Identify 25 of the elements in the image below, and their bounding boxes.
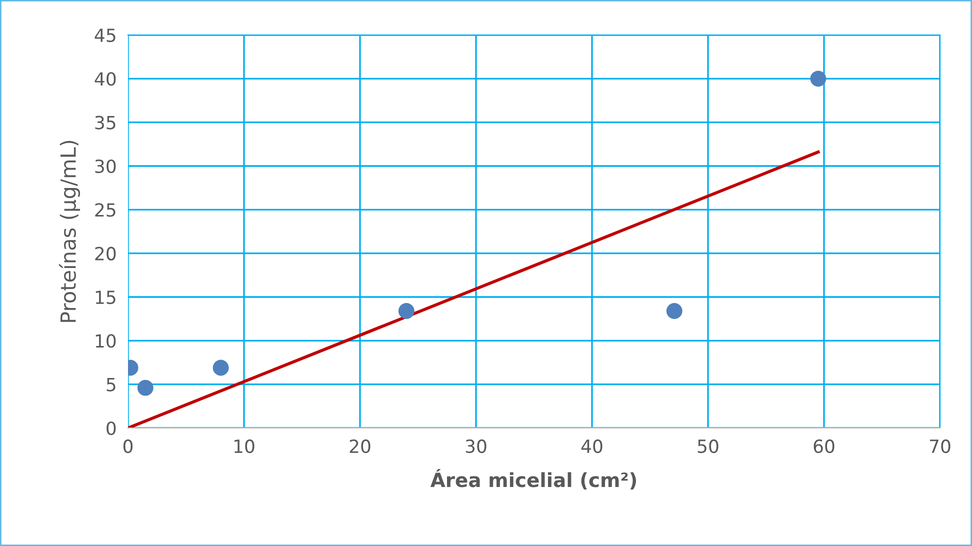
- y-tick-label: 15: [96, 290, 116, 304]
- x-tick-label: 60: [814, 439, 834, 454]
- y-tick-label: 45: [94, 28, 116, 42]
- point: [810, 70, 826, 87]
- y-tick-label: 10: [96, 334, 116, 348]
- y-tick-label: 5: [106, 378, 116, 392]
- y-axis-title: Proteínas (µg/mL): [59, 140, 80, 322]
- x-tick-label: 40: [581, 439, 602, 454]
- x-axis-title: Área micelial (cm²): [430, 468, 636, 490]
- point: [666, 302, 682, 319]
- y-tick-label: 35: [95, 116, 116, 130]
- x-tick-label: 70: [930, 439, 950, 454]
- y-tick-label: 40: [94, 72, 116, 86]
- point: [398, 302, 414, 319]
- x-tick-label: 0: [123, 439, 133, 454]
- x-tick-label: 20: [350, 439, 370, 454]
- y-tick-label: 25: [95, 203, 116, 217]
- y-tick-label: 0: [106, 421, 116, 436]
- x-tick-label: 50: [698, 439, 718, 454]
- y-tick-label: 20: [95, 246, 116, 260]
- x-tick-label: 30: [466, 439, 486, 454]
- x-tick-label: 10: [234, 439, 254, 454]
- point: [137, 380, 154, 396]
- point: [212, 360, 229, 376]
- y-tick-label: 30: [95, 159, 116, 174]
